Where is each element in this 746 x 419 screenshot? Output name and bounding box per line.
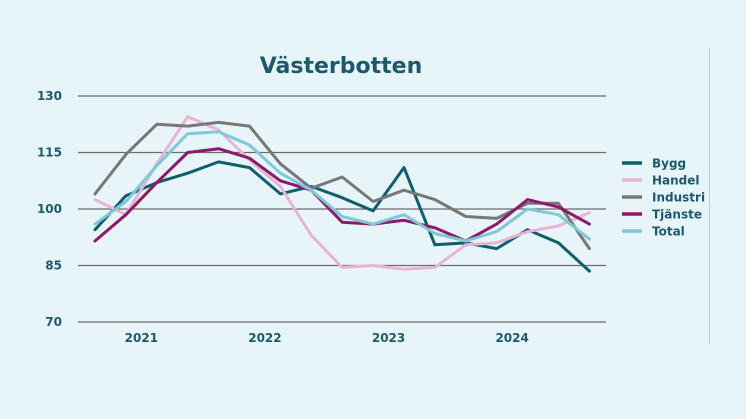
y-tick-label: 100	[37, 202, 62, 216]
y-axis-ticks: 70 85 100 115 130	[37, 89, 62, 329]
series-line-handel	[93, 115, 591, 271]
legend-item-handel: Handel	[622, 174, 700, 188]
y-tick-label: 70	[45, 315, 62, 329]
legend-label-handel: Handel	[652, 174, 700, 188]
legend-label-industri: Industri	[652, 191, 705, 205]
x-axis-ticks: 2021 2022 2023 2024	[125, 331, 529, 345]
series-line-tjänste	[93, 147, 591, 243]
legend-item-bygg: Bygg	[622, 157, 686, 171]
legend-item-tjänste: Tjänste	[622, 208, 702, 222]
series-line-total	[93, 130, 591, 243]
chart-title: Västerbotten	[260, 54, 423, 79]
legend: Bygg Handel Industri Tjänste Total	[622, 157, 705, 239]
legend-label-bygg: Bygg	[652, 157, 686, 171]
y-tick-label: 85	[45, 259, 62, 273]
legend-label-tjänste: Tjänste	[652, 208, 702, 222]
y-tick-label: 115	[37, 146, 62, 160]
series-line-industri	[93, 120, 591, 251]
x-tick-label: 2024	[495, 331, 528, 345]
y-tick-label: 130	[37, 89, 62, 103]
legend-item-industri: Industri	[622, 191, 705, 205]
x-tick-label: 2022	[248, 331, 281, 345]
x-tick-label: 2021	[125, 331, 158, 345]
series-lines	[93, 115, 591, 273]
series-line-bygg	[93, 160, 591, 273]
x-tick-label: 2023	[372, 331, 405, 345]
legend-item-total: Total	[622, 225, 685, 239]
legend-label-total: Total	[652, 225, 685, 239]
